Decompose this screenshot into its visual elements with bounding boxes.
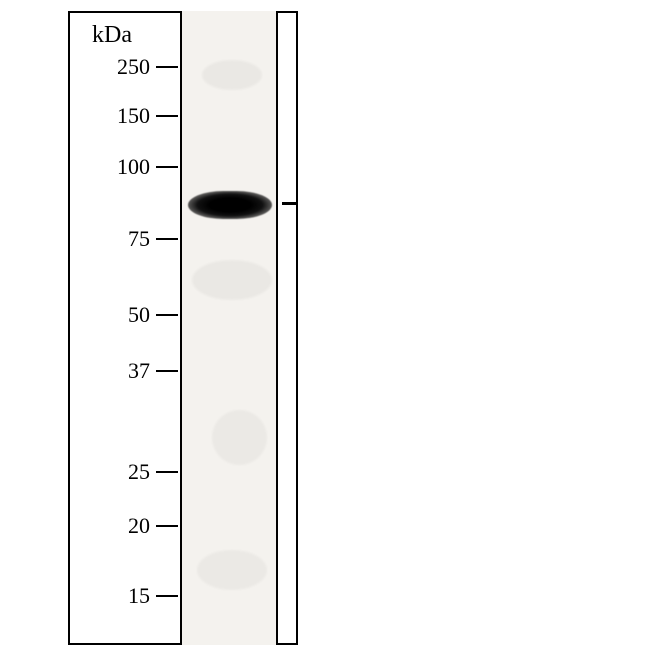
- mw-marker-label: 37: [90, 360, 150, 382]
- lane-noise: [192, 260, 272, 300]
- mw-marker-label: 250: [90, 56, 150, 78]
- mw-marker-tick: [156, 595, 178, 597]
- lane-noise: [202, 60, 262, 90]
- protein-band: [188, 191, 272, 219]
- mw-marker-tick: [156, 525, 178, 527]
- mw-marker-tick: [156, 314, 178, 316]
- mw-marker-label: 20: [90, 515, 150, 537]
- lane-noise: [197, 550, 267, 590]
- mw-marker-tick: [156, 471, 178, 473]
- mw-marker-tick: [156, 166, 178, 168]
- lane-noise: [212, 410, 267, 465]
- units-label: kDa: [92, 22, 132, 49]
- blot-container: kDa 250 150 100 75 50 37 25 20 15: [0, 0, 650, 650]
- mw-marker-label: 50: [90, 304, 150, 326]
- band-indicator-tick: [282, 202, 296, 205]
- mw-marker-label: 15: [90, 585, 150, 607]
- mw-marker-tick: [156, 66, 178, 68]
- mw-marker-label: 25: [90, 461, 150, 483]
- mw-marker-tick: [156, 238, 178, 240]
- mw-marker-label: 75: [90, 228, 150, 250]
- mw-marker-label: 100: [90, 156, 150, 178]
- gel-lane: [180, 11, 278, 645]
- mw-marker-tick: [156, 370, 178, 372]
- mw-marker-label: 150: [90, 105, 150, 127]
- mw-marker-tick: [156, 115, 178, 117]
